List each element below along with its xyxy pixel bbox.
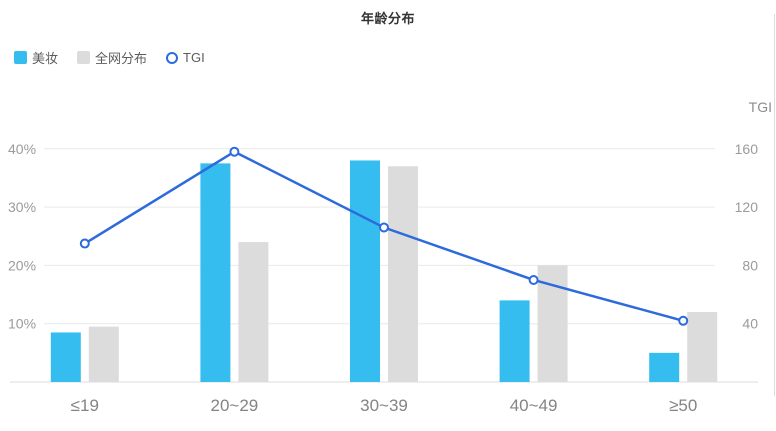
bar-beauty[interactable] [350, 160, 380, 382]
bar-whole-network[interactable] [388, 166, 418, 382]
x-axis-category-label: 20~29 [211, 396, 259, 415]
tgi-point-marker[interactable] [678, 315, 689, 326]
tgi-line [83, 150, 685, 323]
tgi-point-marker[interactable] [79, 238, 90, 249]
bar-beauty[interactable] [499, 300, 530, 382]
right-axis-tick-label: 80 [742, 257, 758, 273]
legend-item-tgi[interactable]: TGI [166, 50, 205, 65]
bar-beauty[interactable] [200, 163, 231, 382]
bar-whole-network[interactable] [687, 312, 718, 382]
x-axis-category-label: 40~49 [510, 396, 558, 415]
tgi-point-marker[interactable] [528, 274, 539, 285]
x-axis-category-label: 30~39 [360, 396, 408, 415]
left-axis-tick-label: 10% [8, 316, 36, 332]
bar-whole-network[interactable] [238, 242, 269, 382]
chart-title: 年龄分布 [360, 11, 415, 26]
legend-item-whole-network[interactable]: 全网分布 [77, 48, 147, 67]
legend-item-label: 全网分布 [95, 51, 148, 66]
right-axis-tick-label: 120 [735, 199, 759, 215]
widget-right-divider [774, 14, 775, 396]
x-axis-category-label: ≥50 [669, 396, 697, 415]
legend-item-beauty[interactable]: 美妆 [14, 48, 58, 67]
legend-item-label: TGI [183, 50, 205, 65]
x-axis-category-label: ≤19 [71, 396, 99, 415]
bar-beauty[interactable] [50, 332, 81, 382]
left-axis-tick-label: 40% [8, 141, 36, 157]
tgi-point-marker[interactable] [379, 222, 389, 233]
left-axis-tick-label: 20% [8, 257, 36, 273]
chart-legend: 美妆 全网分布 TGI [14, 48, 205, 67]
beauty-series-swatch-icon [14, 51, 27, 64]
right-axis-name: TGI [749, 99, 772, 115]
tgi-series-ring-icon [166, 51, 179, 64]
whole-network-series-swatch-icon [77, 51, 91, 64]
left-axis-tick-label: 30% [8, 199, 36, 215]
tgi-point-marker[interactable] [229, 146, 240, 157]
bar-whole-network[interactable] [88, 326, 119, 382]
bar-beauty[interactable] [649, 352, 680, 382]
right-axis-tick-label: 40 [742, 316, 758, 332]
legend-item-label: 美妆 [32, 51, 59, 66]
right-axis-tick-label: 160 [735, 141, 759, 157]
